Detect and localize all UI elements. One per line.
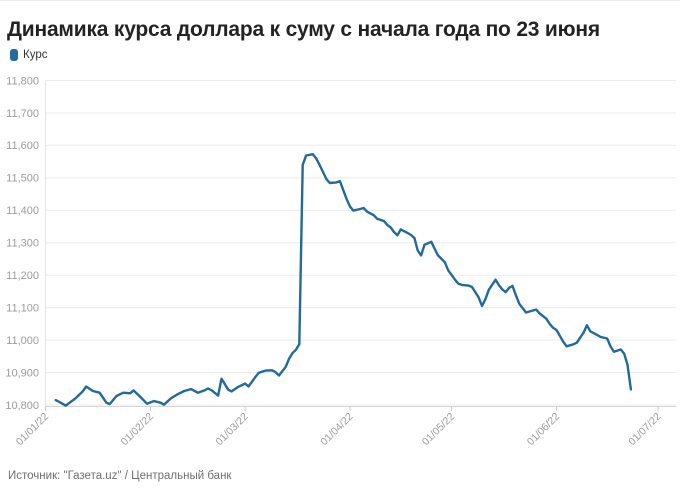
series-line-kurs bbox=[54, 152, 633, 407]
y-tick-label: 10,800 bbox=[5, 400, 39, 412]
y-tick-label: 11,000 bbox=[6, 335, 39, 347]
x-tick-label: 01/05/22 bbox=[420, 411, 457, 448]
x-tick-label: 01/01/22 bbox=[14, 411, 51, 448]
y-tick-label: 10,900 bbox=[5, 367, 39, 379]
y-tick-label: 11,200 bbox=[6, 270, 39, 282]
y-tick-label: 11,300 bbox=[6, 238, 39, 250]
legend: Курс bbox=[10, 49, 47, 61]
y-tick-label: 11,500 bbox=[6, 173, 39, 185]
source-note: Источник: "Газета.uz" / Центральный банк bbox=[8, 470, 232, 482]
x-tick-label: 01/03/22 bbox=[213, 411, 250, 448]
y-tick-label: 11,600 bbox=[6, 140, 39, 152]
y-tick-label: 11,400 bbox=[6, 205, 39, 217]
line-chart: 10,800 10,900 11,000 11,100 11,200 11,300 11,4… bbox=[5, 75, 676, 448]
y-tick-label: 11,100 bbox=[6, 302, 39, 314]
x-tick-label: 01/07/22 bbox=[626, 411, 663, 448]
x-tick-label: 01/02/22 bbox=[119, 411, 156, 448]
series-color-swatch-icon bbox=[10, 49, 18, 61]
x-tick-label: 01/04/22 bbox=[318, 411, 355, 448]
y-tick-label: 11,700 bbox=[6, 108, 39, 120]
x-tick-label: 01/06/22 bbox=[525, 411, 562, 448]
y-tick-label: 11,800 bbox=[6, 75, 39, 87]
legend-series-label: Курс bbox=[23, 49, 48, 61]
page-title: Динамика курса доллара к суму с начала г… bbox=[7, 18, 600, 42]
chart-canvas: 10,800 10,900 11,000 11,100 11,200 11,300 11,4… bbox=[0, 68, 680, 464]
